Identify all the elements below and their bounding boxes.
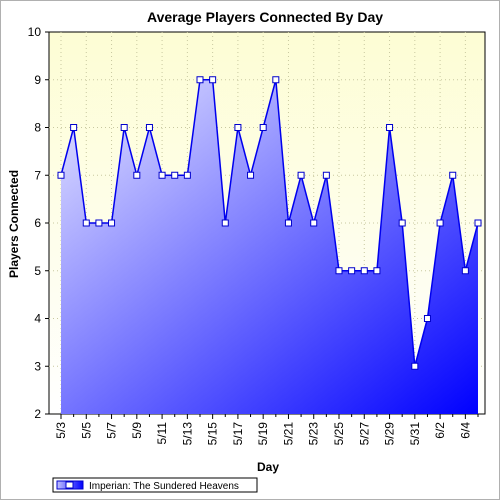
- data-point-marker: [436, 219, 444, 227]
- data-point-marker: [133, 171, 141, 179]
- x-tick-label: 5/31: [408, 422, 422, 446]
- x-tick-label: 5/25: [332, 422, 346, 446]
- data-point-marker: [158, 171, 166, 179]
- data-point-marker: [373, 267, 381, 275]
- data-point-marker: [221, 219, 229, 227]
- data-point-marker: [82, 219, 90, 227]
- y-tick-label: 2: [34, 407, 41, 421]
- x-tick-label: 5/9: [130, 422, 144, 439]
- data-point-marker: [209, 76, 217, 84]
- x-tick-label: 5/21: [281, 422, 295, 446]
- data-point-marker: [95, 219, 103, 227]
- data-point-marker: [449, 171, 457, 179]
- data-point-marker: [386, 124, 394, 131]
- y-tick-labels: 2 3 4 5 6 7 8 9 10: [28, 25, 42, 421]
- x-tick-label: 5/13: [180, 422, 194, 446]
- y-tick-label: 3: [34, 359, 41, 373]
- axes: [45, 31, 479, 419]
- y-tick-label: 8: [34, 121, 41, 135]
- data-point-marker: [70, 124, 78, 131]
- x-tick-label: 5/19: [256, 422, 270, 446]
- data-point-marker: [183, 171, 191, 179]
- x-tick-label: 5/5: [79, 422, 93, 439]
- x-tick-label: 6/4: [458, 422, 472, 439]
- data-point-marker: [108, 219, 116, 227]
- data-point-marker: [259, 124, 267, 131]
- data-point-marker: [57, 171, 65, 179]
- y-tick-label: 7: [34, 168, 41, 182]
- x-axis-label: Day: [257, 460, 279, 474]
- y-tick-label: 10: [28, 25, 42, 39]
- x-tick-label: 5/11: [155, 422, 169, 445]
- data-point-marker: [474, 219, 482, 227]
- y-tick-label: 5: [34, 264, 41, 278]
- data-point-marker: [196, 76, 204, 84]
- data-point-marker: [247, 171, 255, 179]
- legend: Imperian: The Sundered Heavens: [52, 477, 258, 493]
- x-tick-label: 5/27: [357, 422, 371, 446]
- chart-title: Average Players Connected By Day: [147, 9, 383, 25]
- series-line: [60, 79, 479, 367]
- x-tick-label: 5/7: [105, 422, 119, 439]
- data-point-marker: [234, 124, 242, 131]
- legend-swatch-marker: [65, 481, 74, 489]
- x-tick-label: 5/15: [206, 422, 220, 446]
- series-area: [61, 79, 478, 414]
- legend-box: [52, 477, 258, 493]
- data-point-marker: [284, 219, 292, 227]
- data-point-marker: [335, 267, 343, 275]
- data-point-marker: [145, 124, 153, 131]
- data-point-marker: [297, 171, 305, 179]
- x-tick-label: 6/2: [433, 422, 447, 439]
- data-point-marker: [120, 124, 128, 131]
- x-tick-label: 5/3: [54, 422, 68, 439]
- data-point-marker: [360, 267, 368, 275]
- data-point-marker: [411, 362, 419, 370]
- data-point-marker: [171, 171, 179, 179]
- x-tick-label: 5/29: [383, 422, 397, 446]
- x-tick-labels: 5/3 5/5 5/7 5/9 5/11 5/13 5/15 5/17 5/19 5/21 5/23…: [54, 422, 472, 446]
- y-tick-label: 4: [34, 312, 41, 326]
- y-tick-label: 6: [34, 216, 41, 230]
- data-point-marker: [398, 219, 406, 227]
- data-point-marker: [272, 76, 280, 84]
- x-tick-label: 5/17: [231, 422, 245, 446]
- y-axis-label: Players Connected: [7, 170, 21, 278]
- markers: [57, 76, 482, 370]
- data-point-marker: [310, 219, 318, 227]
- x-tick-label: 5/23: [307, 422, 321, 446]
- data-point-marker: [461, 267, 469, 275]
- area-layer: [60, 79, 479, 414]
- data-point-marker: [348, 267, 356, 275]
- data-point-marker: [423, 315, 431, 322]
- legend-label: Imperian: The Sundered Heavens: [89, 481, 239, 492]
- data-point-marker: [322, 171, 330, 179]
- y-tick-label: 9: [34, 73, 41, 87]
